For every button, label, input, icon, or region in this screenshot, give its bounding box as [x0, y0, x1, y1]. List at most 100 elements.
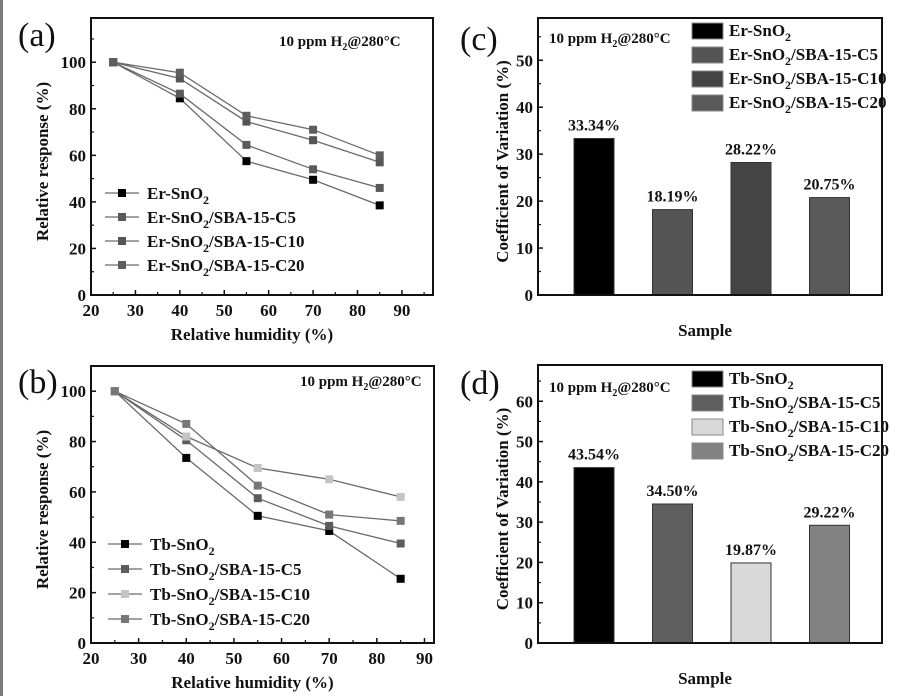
condition-annotation: 10 ppm H2@280°C [549, 380, 671, 399]
condition-annotation: 10 ppm H2@280°C [300, 374, 422, 393]
legend-label-sub: 2 [788, 378, 794, 392]
y-tick-label: 50 [516, 433, 533, 452]
data-point [309, 125, 318, 134]
legend-label-rest: /SBA-15-C20 [214, 610, 310, 629]
data-point [325, 510, 334, 519]
legend-label: Tb-SnO2/SBA-15-C10 [150, 585, 310, 608]
condition-annotation-part: 10 ppm H [549, 380, 613, 396]
plot-frame [90, 17, 434, 296]
legend-label-sub: 2 [785, 102, 791, 116]
y-tick-label: 20 [516, 192, 533, 211]
legend-marker [118, 189, 126, 197]
legend-label-main: Er-SnO [147, 208, 203, 227]
data-point [375, 201, 384, 210]
y-tick-label: 10 [516, 594, 533, 613]
y-axis-title: Relative response (%) [33, 82, 52, 241]
x-tick-label: 30 [130, 649, 147, 668]
legend-label-sub: 2 [788, 426, 794, 440]
x-tick-label: 80 [368, 649, 385, 668]
x-tick-label: 40 [178, 649, 195, 668]
legend-label: Tb-SnO2/SBA-15-C5 [729, 393, 881, 416]
legend-swatch [691, 94, 724, 112]
y-tick-label: 0 [78, 634, 87, 653]
y-tick-label: 50 [516, 51, 533, 70]
legend-label-rest: /SBA-15-C20 [208, 256, 304, 275]
bar-Tb-SnO2 [573, 467, 615, 644]
y-axis-title: Coefficient of Variation (%) [493, 60, 512, 263]
bar-value-label: 19.87% [725, 542, 777, 559]
data-point [396, 516, 405, 525]
legend-label-main: Tb-SnO [150, 585, 209, 604]
x-tick-label: 20 [83, 649, 100, 668]
y-tick-label: 20 [516, 553, 533, 572]
condition-annotation-sub: 2 [363, 382, 368, 393]
x-axis-title: Sample [678, 321, 732, 340]
y-tick-label: 30 [516, 145, 533, 164]
x-tick-label: 70 [305, 301, 322, 320]
legend-label-sub: 2 [209, 569, 215, 583]
legend-label-main: Tb-SnO [150, 610, 209, 629]
bar-value-label: 28.22% [725, 142, 777, 159]
legend-label: Er-SnO2 [729, 21, 791, 44]
legend-label-main: Tb-SnO [729, 369, 788, 388]
plot-frame [537, 17, 883, 296]
legend-label: Er-SnO2/SBA-15-C5 [147, 208, 296, 231]
legend-marker [121, 615, 129, 623]
x-tick-label: 70 [321, 649, 338, 668]
legend-label-sub: 2 [203, 265, 209, 279]
data-point [110, 387, 119, 396]
panel-c: (c) 33.34% 18.19% 28.22% 20.75% 0 10 20 30 40 50 Sa… [460, 17, 886, 340]
legend-label: Er-SnO2/SBA-15-C5 [729, 45, 878, 68]
x-axis-title: Sample [678, 669, 732, 688]
legend-label: Tb-SnO2/SBA-15-C5 [150, 560, 302, 583]
legend-label-main: Tb-SnO [729, 393, 788, 412]
y-axis-title: Coefficient of Variation (%) [493, 408, 512, 611]
data-point [109, 58, 118, 67]
data-point [309, 165, 318, 174]
panel-b: (b)20 30 40 50 60 70 80 90020406080100Relative … [18, 364, 435, 692]
panel-label: (c) [460, 21, 498, 58]
data-point [375, 158, 384, 167]
y-tick-label: 80 [69, 100, 86, 119]
legend-marker [118, 261, 126, 269]
legend-label-sub: 2 [209, 619, 215, 633]
y-tick-label: 0 [78, 286, 87, 305]
legend-swatch [691, 46, 724, 64]
condition-annotation-sub: 2 [342, 42, 347, 53]
legend-label-sub: 2 [203, 193, 209, 207]
data-point [375, 151, 384, 160]
data-point [396, 539, 405, 548]
condition-annotation-sub: 2 [612, 39, 617, 50]
legend-label-sub: 2 [788, 402, 794, 416]
data-point [396, 574, 405, 583]
data-point [253, 511, 262, 520]
y-tick-label: 0 [525, 286, 534, 305]
legend-label-rest: /SBA-15-C5 [793, 393, 881, 412]
data-point [396, 492, 405, 501]
condition-annotation-part: @280°C [617, 380, 670, 396]
legend-marker [118, 237, 126, 245]
legend-label-rest: /SBA-15-C10 [208, 232, 304, 251]
data-point [309, 136, 318, 145]
legend-label-main: Er-SnO [729, 21, 785, 40]
panel-label: (d) [460, 365, 500, 402]
condition-annotation: 10 ppm H2@280°C [279, 34, 401, 53]
legend-label: Er-SnO2 [147, 184, 209, 207]
data-point [242, 157, 251, 166]
condition-annotation-part: @280°C [347, 34, 400, 50]
condition-annotation-part: 10 ppm H [549, 31, 613, 47]
legend-swatch [691, 418, 724, 436]
plot-frame [537, 364, 883, 644]
y-tick-label: 10 [516, 239, 533, 258]
legend-label: Tb-SnO2 [729, 369, 794, 392]
x-tick-label: 30 [127, 301, 144, 320]
legend-label-rest: /SBA-15-C5 [214, 560, 302, 579]
condition-annotation-part: 10 ppm H [300, 374, 364, 390]
data-point [182, 419, 191, 428]
legend-label-main: Tb-SnO [729, 441, 788, 460]
legend-label-rest: /SBA-15-C10 [790, 69, 886, 88]
legend-label-sub: 2 [788, 450, 794, 464]
y-tick-label: 100 [61, 53, 87, 72]
bar-Er-SnO2/SBA-15-C5 [652, 209, 693, 296]
